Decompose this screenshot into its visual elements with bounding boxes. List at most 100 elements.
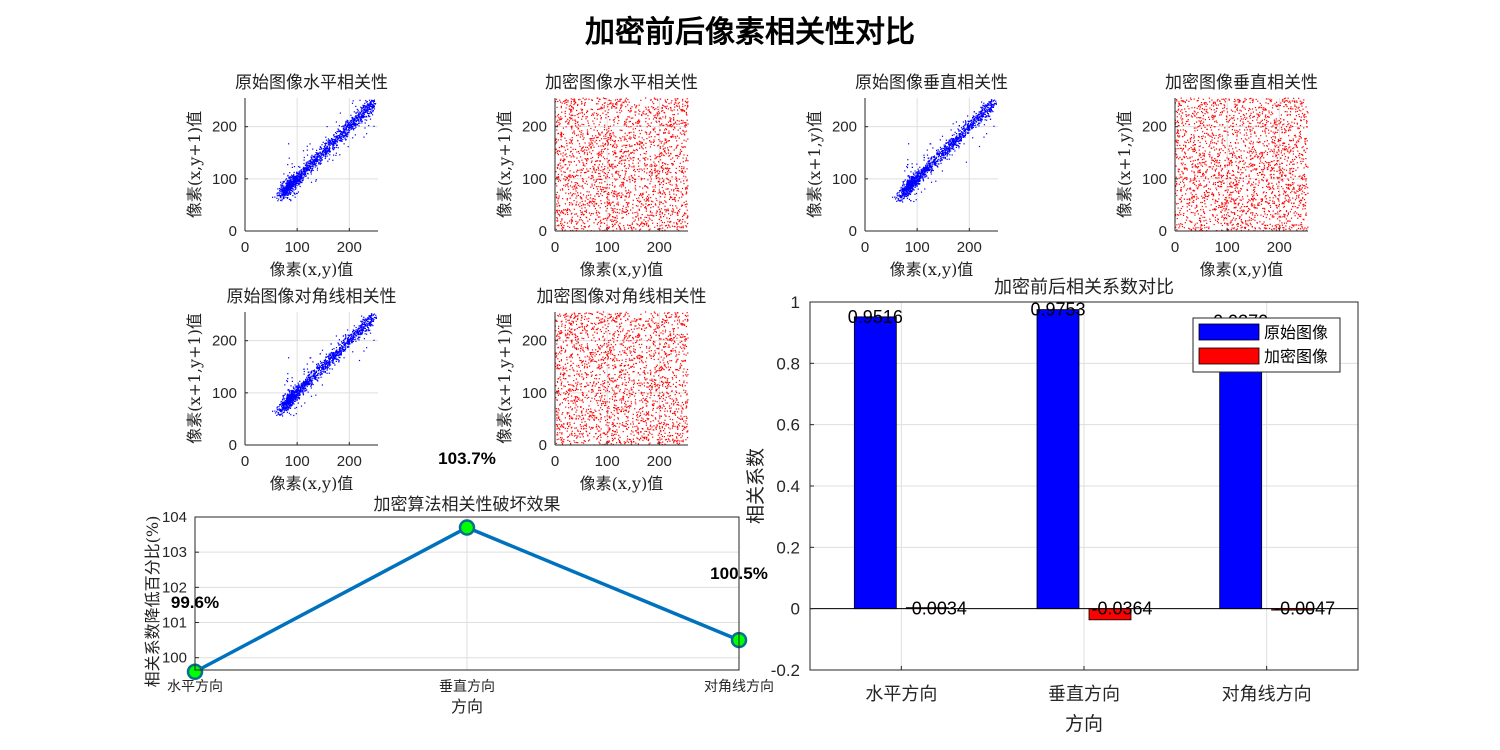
scatter-point — [669, 146, 671, 148]
scatter-point — [676, 180, 678, 182]
scatter-point — [949, 145, 951, 147]
scatter-point — [651, 171, 653, 173]
scatter-point — [674, 199, 676, 201]
scatter-point — [560, 145, 563, 147]
scatter-point — [630, 126, 632, 128]
scatter-point — [592, 113, 594, 115]
scatter-point — [569, 210, 571, 212]
scatter-point — [576, 201, 578, 203]
scatter-point — [937, 163, 939, 165]
scatter-point — [671, 196, 673, 199]
scatter-point — [576, 126, 578, 128]
scatter-point — [611, 219, 613, 221]
scatter-point — [605, 98, 607, 100]
scatter-point — [561, 102, 563, 104]
scatter-point — [625, 106, 627, 108]
scatter-point — [597, 136, 599, 138]
scatter-point — [573, 100, 575, 102]
scatter-point — [666, 217, 668, 219]
scatter-point — [558, 124, 560, 126]
scatter-point — [980, 119, 982, 121]
scatter-point — [656, 222, 658, 225]
scatter-point — [667, 147, 669, 149]
scatter-point — [294, 184, 296, 187]
scatter-point — [901, 193, 903, 195]
scatter-point — [600, 117, 602, 119]
scatter-point — [942, 153, 944, 155]
scatter-point — [608, 193, 610, 195]
scatter-point — [946, 149, 948, 151]
scatter-point — [637, 143, 639, 145]
scatter-point — [590, 194, 592, 196]
scatter-point — [343, 127, 345, 129]
scatter-point — [659, 124, 661, 126]
scatter-point — [281, 200, 283, 202]
scatter-point — [923, 159, 925, 161]
scatter-point — [941, 151, 944, 153]
scatter-point — [571, 125, 573, 127]
scatter-point — [951, 134, 953, 136]
scatter-point — [612, 131, 614, 134]
scatter-point — [296, 185, 298, 187]
scatter-point — [280, 197, 282, 199]
scatter-point — [581, 150, 583, 152]
scatter-point — [927, 160, 929, 162]
scatter-point — [906, 192, 909, 194]
scatter-point — [632, 203, 634, 205]
scatter-point — [599, 108, 601, 110]
scatter-point — [633, 168, 635, 171]
scatter-point — [584, 223, 586, 225]
scatter-point — [906, 179, 909, 181]
scatter-point — [657, 192, 659, 194]
scatter-point — [659, 213, 661, 215]
scatter-point — [612, 216, 614, 218]
scatter-point — [333, 143, 335, 145]
scatter-point — [645, 208, 647, 210]
scatter-point — [666, 227, 669, 229]
scatter-point — [620, 196, 623, 199]
scatter-point — [671, 110, 673, 112]
scatter-point — [583, 226, 585, 228]
scatter-point — [345, 127, 347, 129]
scatter-point — [293, 177, 295, 179]
scatter-point — [614, 141, 616, 143]
scatter-point — [357, 124, 359, 126]
scatter-point — [596, 214, 598, 216]
scatter-point — [357, 111, 359, 113]
scatter-point — [643, 144, 645, 146]
scatter-point — [678, 120, 680, 122]
scatter-point — [285, 194, 287, 196]
scatter-point — [336, 144, 338, 147]
scatter-point — [580, 108, 582, 110]
scatter-point — [967, 126, 970, 129]
scatter-point — [582, 168, 584, 170]
scatter-point — [633, 152, 635, 154]
scatter-point — [329, 150, 331, 152]
scatter-point — [281, 195, 283, 197]
scatter-point — [345, 121, 347, 123]
scatter-point — [622, 217, 624, 219]
scatter-point — [975, 126, 977, 128]
scatter-point — [310, 157, 312, 159]
scatter-point — [664, 163, 666, 165]
scatter-point — [332, 144, 334, 146]
scatter-point — [909, 177, 911, 179]
scatter-point — [366, 116, 368, 118]
scatter-point — [614, 217, 616, 219]
scatter-point — [984, 107, 986, 109]
scatter-point — [637, 224, 639, 226]
scatter-point — [301, 173, 303, 175]
scatter-point — [672, 205, 674, 207]
scatter-point — [645, 186, 647, 188]
scatter-point — [648, 174, 651, 176]
scatter-point — [564, 209, 567, 211]
scatter-point — [303, 170, 306, 172]
scatter-point — [356, 123, 358, 125]
scatter-point — [592, 176, 594, 178]
scatter-point — [684, 125, 686, 127]
scatter-point — [599, 121, 601, 123]
scatter-point — [303, 156, 305, 159]
scatter-point — [581, 177, 583, 180]
scatter-point — [626, 204, 629, 206]
scatter-point — [289, 182, 291, 184]
